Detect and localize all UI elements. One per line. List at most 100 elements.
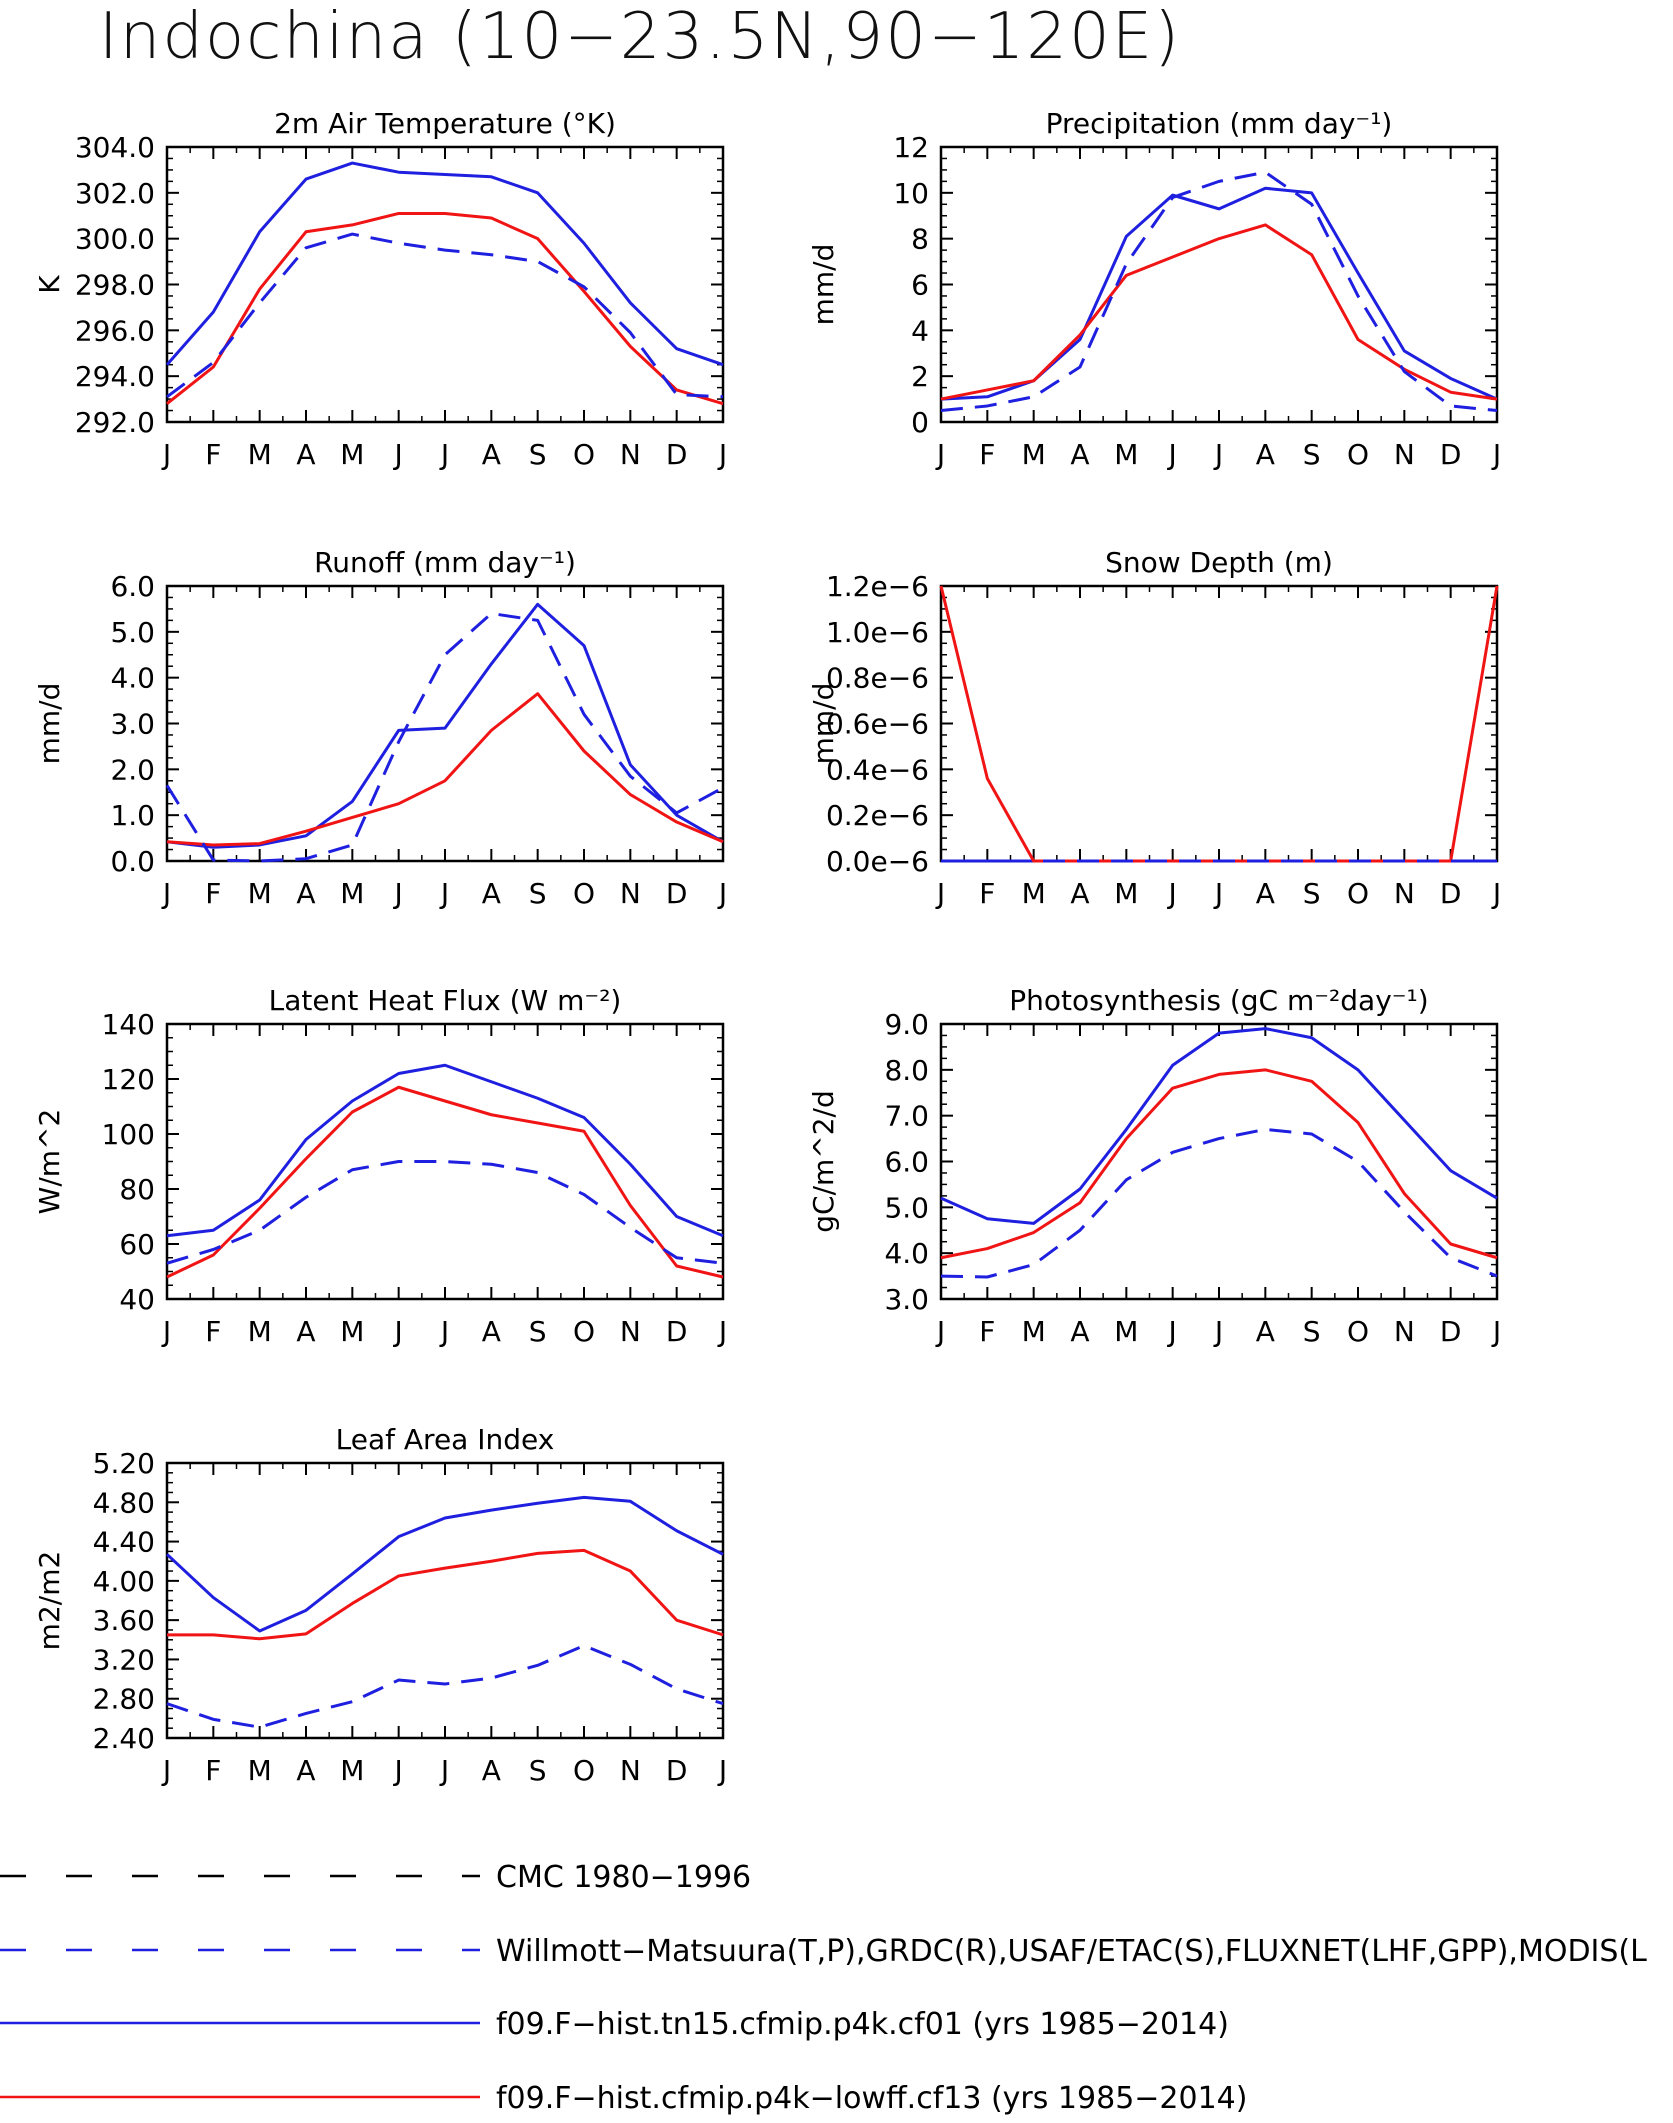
x-tick-label: F [979,438,995,471]
x-tick-label: J [1213,1315,1223,1348]
x-tick-label: A [1256,1315,1275,1348]
x-tick-label: J [935,1315,945,1348]
x-tick-label: J [1167,1315,1177,1348]
x-tick-label: O [573,1754,595,1787]
x-tick-label: D [666,1754,688,1787]
y-axis-label: K [33,275,66,294]
x-tick-label: J [393,1754,403,1787]
x-tick-label: M [1022,438,1046,471]
x-tick-label: N [1394,877,1415,910]
x-tick-label: O [573,877,595,910]
x-tick-label: O [1347,877,1369,910]
series-line-solid-blue [165,161,724,367]
legend-label-2: Willmott−Matsuura(T,P),GRDC(R),USAF/ETAC… [496,1934,1647,1969]
x-tick-label: J [935,877,945,910]
x-tick-label: J [1491,877,1501,910]
y-axis-label: mm/d [807,244,840,326]
x-tick-label: F [205,1754,221,1787]
x-tick-label: J [717,877,727,910]
x-tick-label: A [482,1754,501,1787]
y-tick-label: 1.0 [110,799,155,832]
x-tick-label: J [439,877,449,910]
x-tick-label: J [161,438,171,471]
x-tick-label: J [161,1754,171,1787]
x-tick-label: A [296,1754,315,1787]
x-tick-label: S [1303,877,1321,910]
x-tick-label: N [620,877,641,910]
y-tick-label: 1.2e−6 [826,570,929,603]
x-tick-label: M [1022,1315,1046,1348]
legend-label-3: f09.F−hist.tn15.cfmip.p4k.cf01 (yrs 1985… [496,2007,1229,2042]
x-tick-label: J [717,1754,727,1787]
x-tick-label: F [979,1315,995,1348]
y-tick-label: 6.0 [110,570,155,603]
panel-title: Runoff (mm day⁻¹) [314,546,576,579]
y-tick-label: 0.2e−6 [826,799,929,832]
x-tick-label: J [935,438,945,471]
y-axis-label: mm/d [807,683,840,765]
panel-title: Snow Depth (m) [1105,546,1333,579]
x-tick-label: F [205,877,221,910]
page-title: Indochina (10−23.5N,90−120E) [98,0,1182,74]
y-axis-label: W/m^2 [33,1109,66,1215]
y-tick-label: 2 [911,360,929,393]
x-tick-label: N [620,1754,641,1787]
x-tick-label: D [1440,1315,1462,1348]
x-tick-label: M [248,877,272,910]
x-tick-label: D [666,877,688,910]
y-tick-label: 120 [102,1063,155,1096]
panel-title: Latent Heat Flux (W m⁻²) [269,984,622,1017]
x-tick-label: M [1114,1315,1138,1348]
x-tick-label: O [1347,1315,1369,1348]
x-tick-label: J [393,877,403,910]
y-tick-label: 100 [102,1118,155,1151]
y-tick-label: 292.0 [75,406,155,439]
y-tick-label: 4.00 [93,1565,155,1598]
x-tick-label: J [439,438,449,471]
x-tick-label: A [1256,877,1275,910]
y-tick-label: 12 [893,131,929,164]
x-tick-label: M [248,438,272,471]
x-tick-label: M [340,1754,364,1787]
x-tick-label: J [1213,438,1223,471]
y-tick-label: 80 [119,1173,155,1206]
x-tick-label: M [1114,877,1138,910]
x-tick-label: A [1070,1315,1089,1348]
x-tick-label: M [1022,877,1046,910]
y-tick-label: 3.0 [110,708,155,741]
x-tick-label: M [248,1754,272,1787]
chart-panel-2: Precipitation (mm day⁻¹)mm/dJ F M A M J J A S O N D… [807,107,1501,471]
x-tick-label: A [482,1315,501,1348]
y-tick-label: 5.0 [110,616,155,649]
panel-title: 2m Air Temperature (°K) [274,107,616,140]
y-tick-label: 1.0e−6 [826,616,929,649]
y-axis-label: m2/m2 [33,1551,66,1651]
x-tick-label: S [529,438,547,471]
x-tick-label: O [1347,438,1369,471]
series-line-solid-blue [165,1495,724,1633]
x-tick-label: J [1167,877,1177,910]
y-tick-label: 4.0 [884,1237,929,1270]
chart-panel-4: Snow Depth (m)mm/dJ F M A M J J A S O N D J0.0e−60.2… [807,546,1501,910]
y-tick-label: 2.40 [93,1722,155,1755]
x-tick-label: D [1440,877,1462,910]
y-tick-label: 5.0 [884,1191,929,1224]
chart-panel-5: Latent Heat Flux (W m⁻²)W/m^2J F M A M J J A S O N… [33,984,727,1348]
legend-label-1: CMC 1980−1996 [496,1860,751,1895]
y-tick-label: 9.0 [884,1008,929,1041]
panel-title: Leaf Area Index [336,1423,555,1456]
y-tick-label: 0 [911,406,929,439]
y-tick-label: 294.0 [75,360,155,393]
panel-title: Photosynthesis (gC m⁻²day⁻¹) [1009,984,1428,1017]
y-tick-label: 6.0 [884,1146,929,1179]
y-tick-label: 0.8e−6 [826,662,929,695]
y-tick-label: 0.0 [110,845,155,878]
x-tick-label: A [1070,877,1089,910]
x-tick-label: J [393,1315,403,1348]
y-tick-label: 10 [893,177,929,210]
x-tick-label: D [1440,438,1462,471]
x-tick-label: S [529,1315,547,1348]
